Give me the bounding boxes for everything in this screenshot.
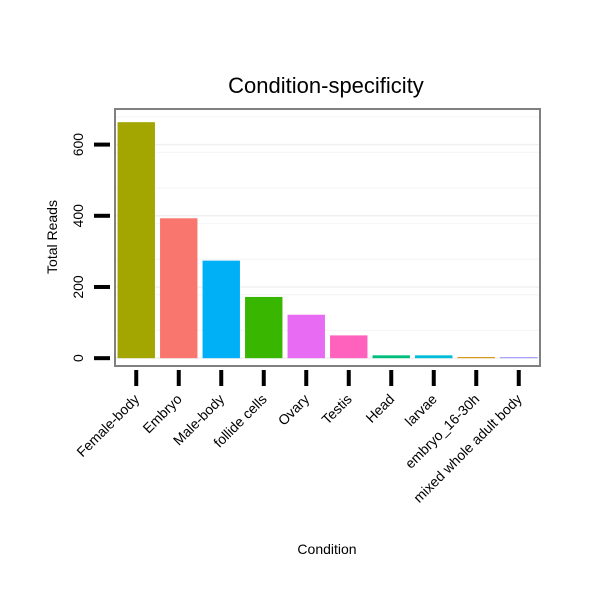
x-tick-label: Head: [362, 391, 397, 426]
x-axis-title: Condition: [297, 541, 356, 557]
bars: [117, 122, 538, 359]
bar-testis: [330, 335, 368, 359]
x-tick-label: embryo_16-30h: [402, 391, 483, 472]
bar-larvae: [415, 355, 453, 359]
y-axis-title: Total Reads: [44, 200, 60, 274]
y-tick-label: 600: [70, 133, 86, 157]
chart-title: Condition-specificity: [228, 73, 424, 98]
x-tick-label: larvae: [402, 391, 440, 429]
y-tick-label: 200: [70, 275, 86, 299]
bar-embryo-16-30h: [457, 357, 495, 359]
y-tick-label: 400: [70, 204, 86, 228]
bar-male-body: [202, 260, 240, 359]
bar-head: [372, 355, 410, 359]
x-tick-label: Female-body: [73, 391, 142, 460]
x-tick-label: Ovary: [275, 391, 313, 429]
bar-ovary: [287, 314, 325, 359]
y-tick-label: 0: [70, 354, 86, 362]
bar-female-body: [117, 122, 155, 359]
x-tick-label: Testis: [318, 391, 355, 428]
y-axis: 0 200 400 600: [70, 133, 110, 362]
bar-follide-cells: [245, 296, 283, 359]
bar-embryo: [160, 218, 198, 359]
bar-mixed-whole-adult-body: [500, 357, 538, 359]
